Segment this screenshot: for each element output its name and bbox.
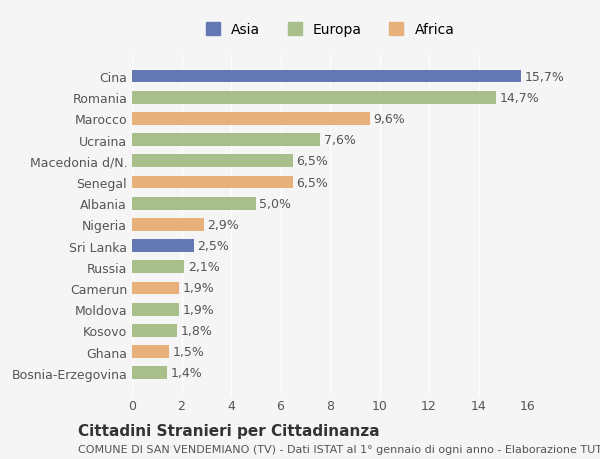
Text: 1,9%: 1,9% [183,303,214,316]
Text: 2,1%: 2,1% [188,261,220,274]
Text: 2,9%: 2,9% [208,218,239,231]
Bar [132,134,320,147]
Text: 7,6%: 7,6% [324,134,356,147]
Bar [132,282,179,295]
Bar [132,197,256,210]
Text: 9,6%: 9,6% [373,112,405,126]
Bar [132,261,184,274]
Bar [132,303,179,316]
Text: 15,7%: 15,7% [524,70,564,84]
Text: 6,5%: 6,5% [296,176,328,189]
Bar [132,218,204,231]
Bar [132,240,194,252]
Text: COMUNE DI SAN VENDEMIANO (TV) - Dati ISTAT al 1° gennaio di ogni anno - Elaboraz: COMUNE DI SAN VENDEMIANO (TV) - Dati IST… [78,444,600,454]
Bar [132,346,169,358]
Text: 14,7%: 14,7% [500,91,539,105]
Text: 2,5%: 2,5% [197,240,229,252]
Bar [132,71,521,83]
Text: 1,8%: 1,8% [180,324,212,337]
Bar [132,113,370,125]
Bar [132,176,293,189]
Legend: Asia, Europa, Africa: Asia, Europa, Africa [200,18,460,43]
Text: 1,4%: 1,4% [170,366,202,380]
Bar [132,367,167,379]
Bar [132,325,176,337]
Bar [132,155,293,168]
Text: Cittadini Stranieri per Cittadinanza: Cittadini Stranieri per Cittadinanza [78,423,380,438]
Text: 5,0%: 5,0% [259,197,292,210]
Bar [132,92,496,104]
Text: 1,9%: 1,9% [183,282,214,295]
Text: 1,5%: 1,5% [173,345,205,358]
Text: 6,5%: 6,5% [296,155,328,168]
